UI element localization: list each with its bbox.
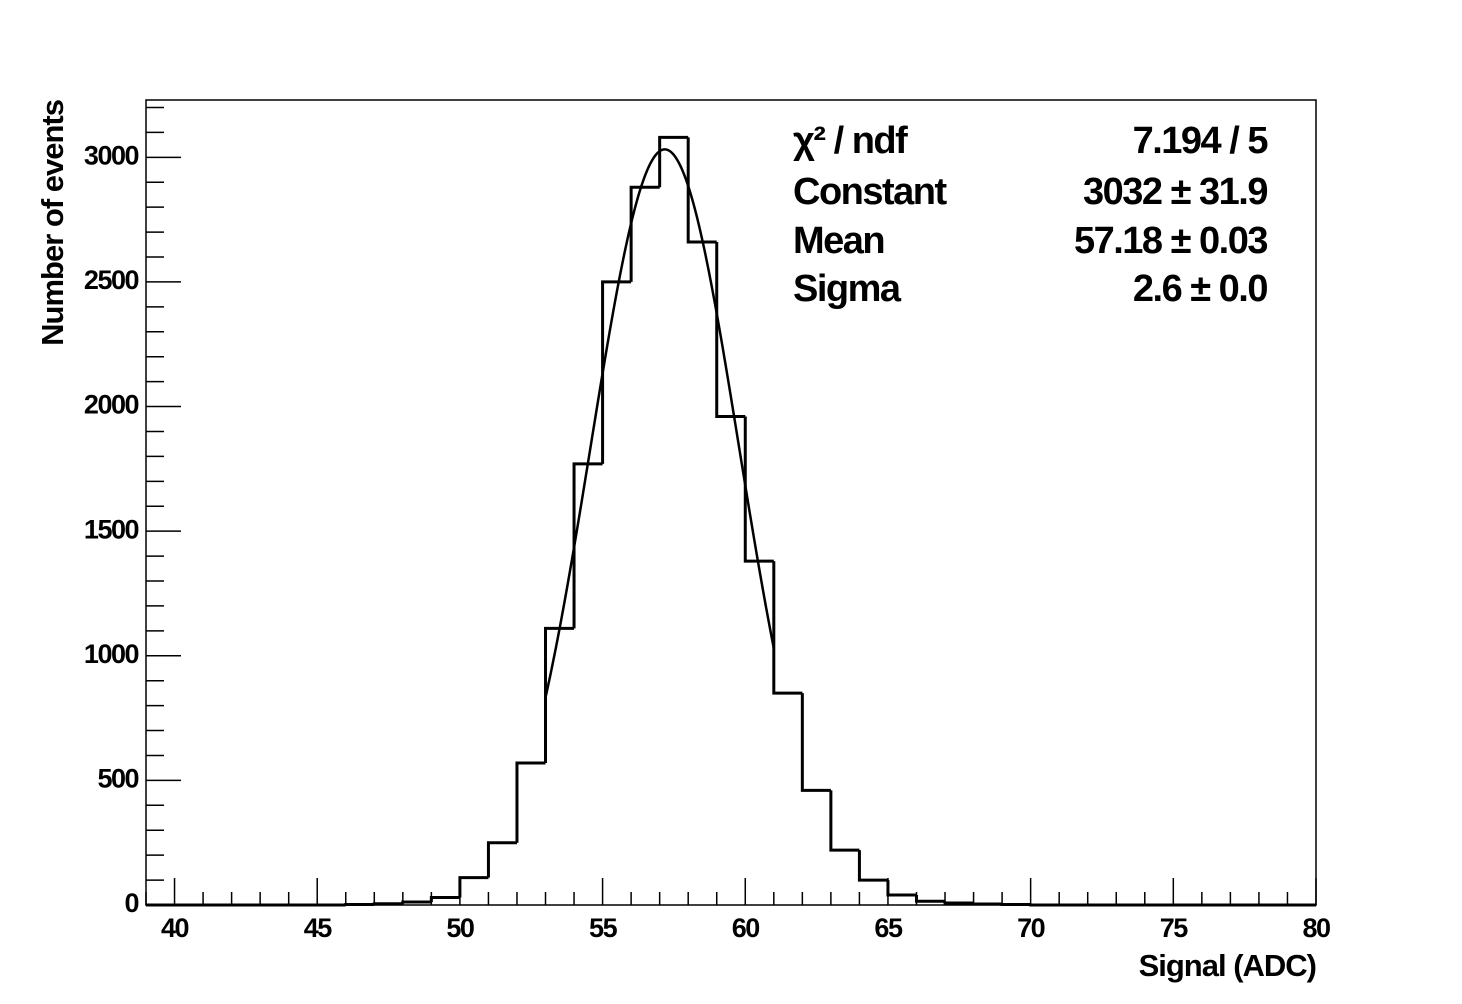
histogram-bin xyxy=(601,280,632,464)
histogram-bin xyxy=(429,896,460,903)
histogram-bin xyxy=(857,850,888,882)
y-tick-label: 2500 xyxy=(84,265,139,295)
y-tick-label: 1000 xyxy=(84,639,139,669)
y-tick-label: 0 xyxy=(124,888,138,918)
x-tick-label: 65 xyxy=(874,913,903,943)
histogram-bin xyxy=(715,242,746,419)
histogram-bin xyxy=(629,185,660,282)
y-tick-label: 3000 xyxy=(84,140,139,170)
x-tick-label: 80 xyxy=(1302,913,1330,943)
x-tick-label: 60 xyxy=(732,913,760,943)
histogram-bin xyxy=(515,761,546,843)
x-axis-title: Signal (ADC) xyxy=(1139,948,1316,983)
y-tick-label: 1500 xyxy=(84,514,139,544)
y-tick-label: 2000 xyxy=(84,390,139,420)
plot-frame xyxy=(145,99,1317,906)
histogram-bin xyxy=(829,790,860,852)
stat-name: Mean xyxy=(793,220,884,262)
fit-curve xyxy=(544,148,776,698)
x-tick-label: 50 xyxy=(446,913,474,943)
histogram-bin xyxy=(686,137,717,244)
histogram-bin xyxy=(401,900,432,904)
histogram-bin xyxy=(658,135,689,188)
y-tick-label: 500 xyxy=(97,764,138,794)
x-tick-label: 70 xyxy=(1017,913,1045,943)
histogram-bin xyxy=(914,895,946,903)
histogram-bin xyxy=(743,416,774,563)
histogram-bin xyxy=(943,901,974,905)
stat-name: χ² / ndf xyxy=(793,120,908,162)
histogram-bin xyxy=(486,841,517,878)
x-tick-label: 45 xyxy=(304,913,333,943)
histogram-bin xyxy=(886,880,917,897)
stat-value: 2.6 ± 0.0 xyxy=(1133,268,1267,310)
x-tick-label: 40 xyxy=(161,913,189,943)
histogram-bin xyxy=(372,902,403,906)
histogram-bin xyxy=(800,693,831,792)
stat-name: Constant xyxy=(793,171,948,213)
x-tick-label: 55 xyxy=(589,913,618,943)
stat-value: 57.18 ± 0.03 xyxy=(1074,220,1267,262)
histogram-bin xyxy=(972,902,1003,906)
x-tick-label: 75 xyxy=(1160,913,1189,943)
stat-name: Sigma xyxy=(793,268,902,310)
y-axis-title: Number of events xyxy=(35,100,70,346)
stat-value: 7.194 / 5 xyxy=(1133,120,1269,162)
stat-value: 3032 ± 31.9 xyxy=(1083,171,1267,213)
histogram-bin xyxy=(772,561,803,695)
histogram-bin xyxy=(572,462,603,629)
histogram-bin xyxy=(544,626,575,763)
histogram-bin xyxy=(458,876,489,898)
